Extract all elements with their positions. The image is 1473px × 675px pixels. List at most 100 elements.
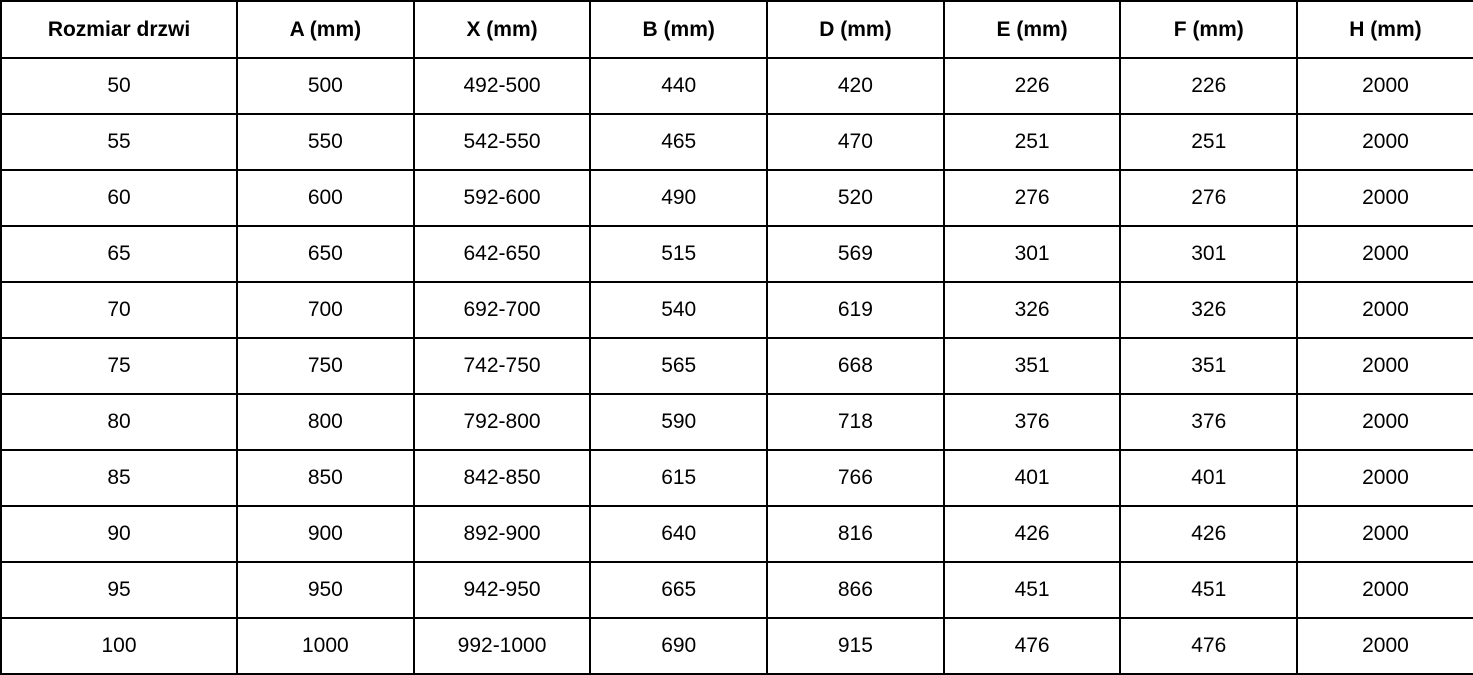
table-cell: 426	[1119, 505, 1299, 563]
table-cell: 866	[766, 561, 945, 619]
table-cell: 476	[942, 617, 1122, 675]
table-header: Rozmiar drzwi A (mm) X (mm) B (mm) D (mm…	[0, 0, 1473, 59]
table-cell: 226	[942, 57, 1122, 115]
table-cell: 492-500	[412, 57, 592, 115]
table-cell: 2000	[1296, 337, 1473, 395]
table-cell: 80	[0, 393, 238, 451]
table-cell: 850	[236, 449, 415, 507]
table-cell: 226	[1119, 57, 1299, 115]
table-row: 55 550 542-550 465 470 251 251 2000	[0, 113, 1473, 171]
table-cell: 2000	[1296, 393, 1473, 451]
header-x-mm: X (mm)	[412, 0, 592, 59]
table-cell: 65	[0, 225, 238, 283]
table-cell: 351	[942, 337, 1122, 395]
table-row: 95 950 942-950 665 866 451 451 2000	[0, 561, 1473, 619]
table-cell: 426	[942, 505, 1122, 563]
table-row: 60 600 592-600 490 520 276 276 2000	[0, 169, 1473, 227]
table-cell: 90	[0, 505, 238, 563]
table-cell: 750	[236, 337, 415, 395]
table-cell: 766	[766, 449, 945, 507]
table-cell: 440	[589, 57, 769, 115]
table-cell: 816	[766, 505, 945, 563]
table-cell: 892-900	[412, 505, 592, 563]
table-cell: 376	[942, 393, 1122, 451]
table-cell: 800	[236, 393, 415, 451]
table-cell: 251	[1119, 113, 1299, 171]
table-cell: 668	[766, 337, 945, 395]
table-cell: 470	[766, 113, 945, 171]
table-cell: 465	[589, 113, 769, 171]
table-cell: 950	[236, 561, 415, 619]
table-cell: 75	[0, 337, 238, 395]
table-cell: 276	[1119, 169, 1299, 227]
table-cell: 251	[942, 113, 1122, 171]
table-cell: 100	[0, 617, 238, 675]
table-cell: 742-750	[412, 337, 592, 395]
header-d-mm: D (mm)	[766, 0, 945, 59]
table-cell: 565	[589, 337, 769, 395]
table-cell: 451	[1119, 561, 1299, 619]
table-body: 50 500 492-500 440 420 226 226 2000 55 550 542-550…	[0, 57, 1473, 675]
table-cell: 792-800	[412, 393, 592, 451]
header-a-mm: A (mm)	[236, 0, 415, 59]
table-cell: 692-700	[412, 281, 592, 339]
table-cell: 1000	[236, 617, 415, 675]
table-cell: 520	[766, 169, 945, 227]
table-cell: 900	[236, 505, 415, 563]
header-row: Rozmiar drzwi A (mm) X (mm) B (mm) D (mm…	[0, 0, 1473, 59]
table-cell: 640	[589, 505, 769, 563]
table-cell: 915	[766, 617, 945, 675]
table-row: 70 700 692-700 540 619 326 326 2000	[0, 281, 1473, 339]
table-cell: 615	[589, 449, 769, 507]
table-cell: 301	[1119, 225, 1299, 283]
table-cell: 992-1000	[412, 617, 592, 675]
table-cell: 60	[0, 169, 238, 227]
table-cell: 590	[589, 393, 769, 451]
table-cell: 540	[589, 281, 769, 339]
table-cell: 2000	[1296, 617, 1473, 675]
table-cell: 476	[1119, 617, 1299, 675]
table-row: 50 500 492-500 440 420 226 226 2000	[0, 57, 1473, 115]
table-cell: 276	[942, 169, 1122, 227]
table-row: 65 650 642-650 515 569 301 301 2000	[0, 225, 1473, 283]
table-cell: 376	[1119, 393, 1299, 451]
table-row: 80 800 792-800 590 718 376 376 2000	[0, 393, 1473, 451]
table-cell: 542-550	[412, 113, 592, 171]
table-row: 85 850 842-850 615 766 401 401 2000	[0, 449, 1473, 507]
table-cell: 592-600	[412, 169, 592, 227]
header-f-mm: F (mm)	[1119, 0, 1299, 59]
table-cell: 569	[766, 225, 945, 283]
table-row: 100 1000 992-1000 690 915 476 476 2000	[0, 617, 1473, 675]
table-cell: 70	[0, 281, 238, 339]
table-cell: 351	[1119, 337, 1299, 395]
table-cell: 718	[766, 393, 945, 451]
table-cell: 50	[0, 57, 238, 115]
header-e-mm: E (mm)	[942, 0, 1122, 59]
table-cell: 2000	[1296, 449, 1473, 507]
table-cell: 301	[942, 225, 1122, 283]
table-cell: 690	[589, 617, 769, 675]
table-cell: 550	[236, 113, 415, 171]
table-cell: 500	[236, 57, 415, 115]
table-cell: 490	[589, 169, 769, 227]
table-cell: 2000	[1296, 169, 1473, 227]
table-cell: 2000	[1296, 281, 1473, 339]
table-cell: 619	[766, 281, 945, 339]
table-cell: 515	[589, 225, 769, 283]
table-cell: 2000	[1296, 113, 1473, 171]
table-cell: 326	[1119, 281, 1299, 339]
table-cell: 2000	[1296, 561, 1473, 619]
table-cell: 451	[942, 561, 1122, 619]
table-cell: 326	[942, 281, 1122, 339]
table-cell: 55	[0, 113, 238, 171]
table-cell: 842-850	[412, 449, 592, 507]
header-b-mm: B (mm)	[589, 0, 769, 59]
table-cell: 642-650	[412, 225, 592, 283]
table-cell: 665	[589, 561, 769, 619]
table-cell: 600	[236, 169, 415, 227]
table-cell: 95	[0, 561, 238, 619]
table-cell: 401	[942, 449, 1122, 507]
table-row: 75 750 742-750 565 668 351 351 2000	[0, 337, 1473, 395]
